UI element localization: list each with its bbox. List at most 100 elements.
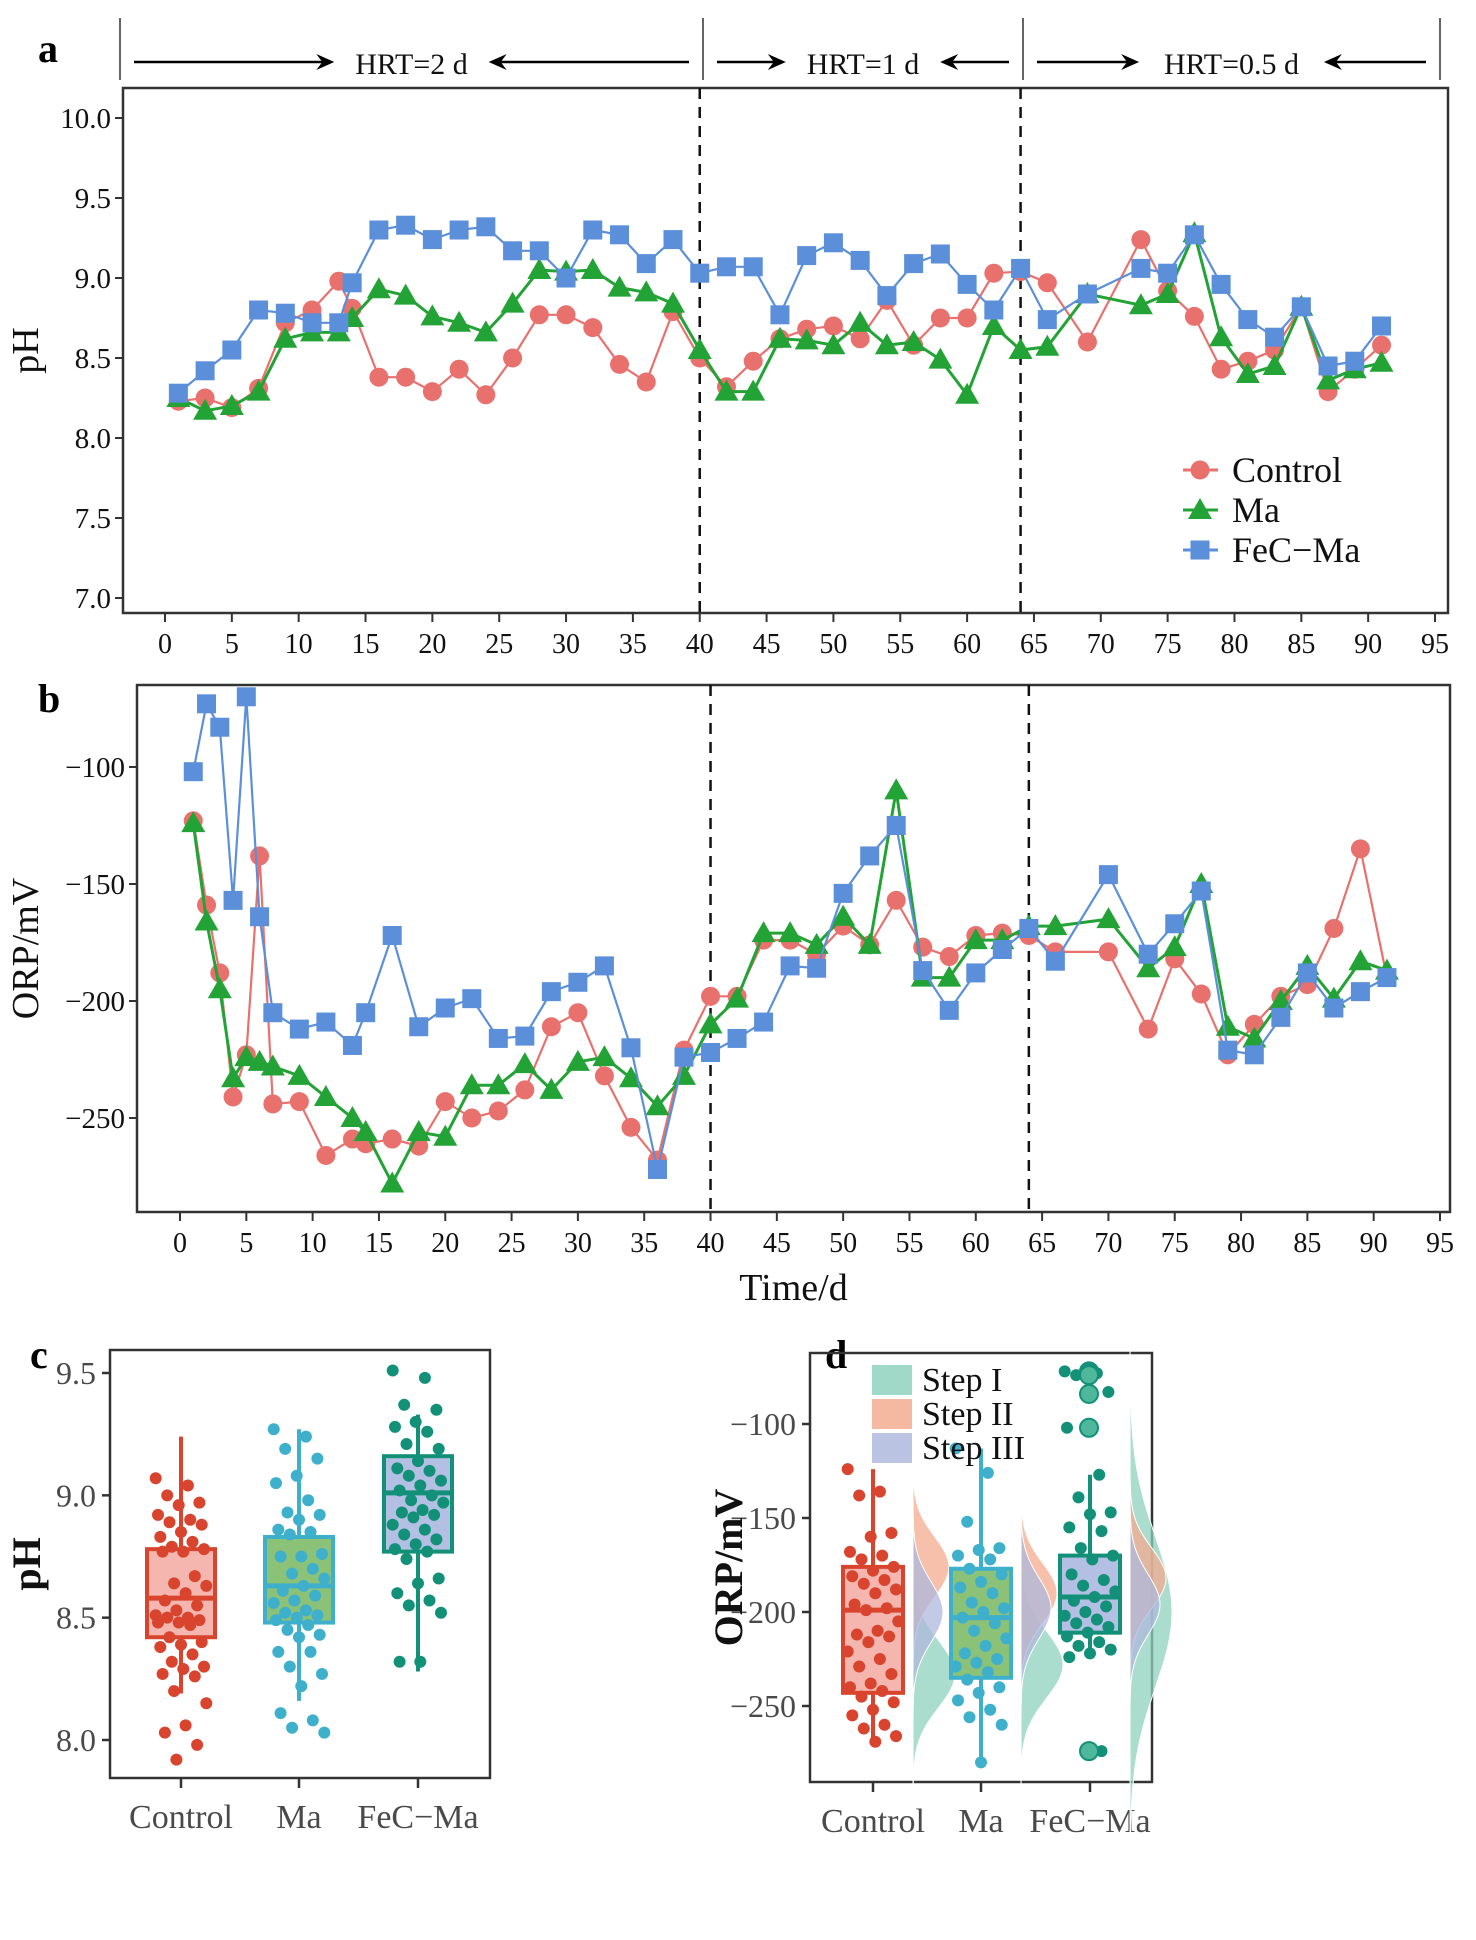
data-point	[302, 1494, 315, 1507]
data-point	[286, 1567, 299, 1580]
data-point	[937, 965, 962, 987]
data-point	[949, 1660, 962, 1673]
data-point	[369, 220, 389, 240]
data-point	[975, 1756, 987, 1769]
data-point	[885, 1668, 898, 1681]
data-point	[193, 1496, 206, 1509]
x-tick-label: 60	[953, 629, 981, 660]
data-point	[486, 1073, 511, 1095]
data-point	[193, 1614, 206, 1627]
data-point	[316, 1667, 328, 1680]
data-point	[311, 1452, 324, 1465]
series-fecma	[168, 215, 1392, 403]
data-point	[848, 1598, 861, 1611]
data-point	[1058, 1609, 1071, 1622]
data-point	[848, 310, 873, 332]
data-point	[1348, 949, 1373, 971]
data-point	[862, 1636, 875, 1649]
x-tick-label: 70	[1094, 1228, 1122, 1259]
x-tick-label: 25	[485, 629, 513, 660]
series-line	[191, 790, 1388, 1187]
x-tick-label: 40	[697, 1228, 725, 1259]
data-point	[977, 1606, 990, 1618]
data-point	[886, 890, 906, 910]
data-point	[541, 982, 561, 1002]
data-point	[876, 1549, 889, 1562]
data-point	[197, 694, 217, 714]
data-point	[382, 1129, 402, 1149]
data-point	[281, 1623, 294, 1636]
data-point	[395, 1506, 408, 1519]
data-point	[594, 956, 614, 976]
panel-c: c 8.0 8.5 9.0 9.5 pH Control Ma FeC−Ma	[4, 1332, 492, 1836]
phase-label: HRT=2 d	[355, 48, 468, 81]
data-point	[539, 1077, 564, 1099]
data-point	[1072, 1491, 1085, 1504]
x-tick-label: 15	[365, 1228, 393, 1259]
data-point	[418, 1371, 431, 1384]
data-point	[1138, 1019, 1158, 1039]
data-point	[984, 1553, 997, 1566]
data-point	[1102, 1621, 1115, 1634]
data-point	[1377, 968, 1397, 988]
data-point	[222, 340, 242, 360]
data-point	[400, 1552, 413, 1565]
data-point	[281, 1506, 294, 1519]
data-point	[1093, 1468, 1106, 1481]
data-point	[1107, 1549, 1119, 1562]
data-point	[1095, 1525, 1108, 1538]
data-point	[295, 1550, 308, 1563]
data-point	[412, 1577, 424, 1590]
data-point	[1297, 963, 1317, 983]
data-point	[1191, 881, 1211, 901]
data-point	[246, 379, 271, 401]
x-tick-label: 70	[1087, 629, 1115, 660]
data-point	[290, 1469, 303, 1482]
y-tick-label: −150	[730, 1500, 796, 1536]
data-point	[421, 1425, 434, 1438]
data-point	[195, 361, 215, 381]
data-point	[1209, 325, 1234, 347]
data-point	[311, 1609, 324, 1622]
data-point	[821, 333, 846, 355]
half-violin-group	[912, 1438, 956, 1814]
data-point	[716, 257, 736, 277]
data-point	[263, 1094, 283, 1114]
data-point	[794, 328, 819, 350]
data-point	[1265, 327, 1285, 347]
y-tick-label: −100	[730, 1406, 796, 1442]
data-point	[1131, 258, 1151, 278]
outlier-point	[1079, 1365, 1099, 1386]
data-point	[541, 1017, 561, 1037]
panel-d: d −250 −200 −150 −100 ORP/mV Control Ma FeC−Ma	[706, 1332, 1173, 1876]
data-point	[179, 1587, 192, 1600]
data-point	[172, 1499, 185, 1512]
data-point	[1077, 1579, 1090, 1592]
data-point	[154, 1641, 167, 1654]
data-point	[170, 1753, 183, 1766]
data-point	[988, 1617, 1001, 1630]
data-point	[1158, 263, 1178, 283]
outlier-point	[1079, 1383, 1099, 1404]
x-tick-label: 50	[819, 629, 847, 660]
data-point	[807, 958, 827, 978]
data-point	[342, 1035, 362, 1055]
data-point	[1072, 1639, 1085, 1652]
data-point	[963, 1562, 976, 1575]
data-point	[1088, 1590, 1101, 1603]
data-point	[425, 1489, 438, 1502]
data-point	[939, 947, 959, 967]
data-point	[529, 241, 549, 261]
data-point	[1291, 297, 1311, 317]
data-point	[993, 1542, 1006, 1555]
data-point	[618, 1066, 643, 1088]
data-point	[386, 1364, 399, 1377]
data-point	[1070, 1617, 1083, 1630]
data-point	[846, 1709, 859, 1722]
data-point	[869, 1735, 882, 1748]
data-point	[435, 1606, 447, 1619]
x-tick-label: 90	[1360, 1228, 1388, 1259]
x-tick-label: FeC−Ma	[357, 1799, 478, 1836]
x-tick-label: 20	[431, 1228, 459, 1259]
data-point	[850, 329, 870, 349]
